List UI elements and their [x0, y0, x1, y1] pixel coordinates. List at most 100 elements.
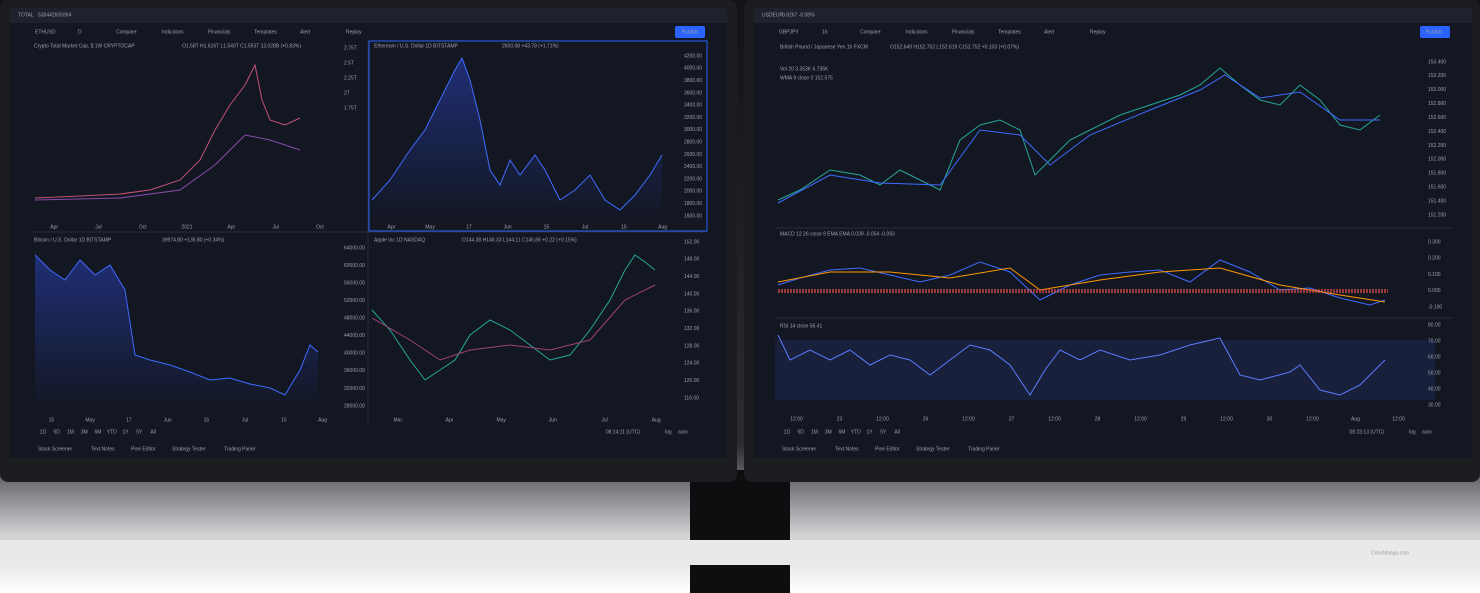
- bottom-tab[interactable]: Stock Screener: [38, 446, 73, 452]
- publish-label[interactable]: Publish: [682, 29, 699, 35]
- bottom-tab[interactable]: Trading Panel: [224, 446, 255, 452]
- macd-label: MACD 12 26 close 9 EMA EMA 0.039 -0.054 …: [780, 231, 895, 237]
- y-axis-label: 3000.00: [684, 127, 702, 133]
- x-axis-label: 27: [1009, 416, 1015, 422]
- toolbar-item[interactable]: Indicators: [906, 29, 928, 35]
- bottom-tab[interactable]: Trading Panel: [968, 446, 999, 452]
- toolbar-item[interactable]: Templates: [998, 29, 1021, 35]
- range[interactable]: 5Y: [136, 429, 143, 435]
- x-axis-label: Apr: [446, 417, 454, 423]
- y-axis-label: 2.5T: [344, 60, 354, 66]
- auto[interactable]: auto: [678, 429, 688, 435]
- bottom-tab[interactable]: Pine Editor: [131, 446, 156, 452]
- x-axis-label: 17: [126, 417, 132, 423]
- toolbar-item[interactable]: Compare: [116, 29, 137, 35]
- chart-title: British Pound / Japanese Yen 1h FXCM: [780, 44, 868, 50]
- range[interactable]: All: [894, 429, 900, 435]
- symbol[interactable]: ETHUSD: [35, 29, 56, 35]
- auto[interactable]: auto: [1422, 429, 1432, 435]
- chart-title: Apple Inc 1D NASDAQ: [374, 237, 425, 243]
- y-axis-label: 144.00: [684, 274, 700, 280]
- x-axis-label: 28: [1095, 416, 1101, 422]
- y-axis-label: 4000.00: [684, 66, 702, 72]
- interval[interactable]: D: [78, 29, 82, 35]
- range[interactable]: 1Y: [122, 429, 129, 435]
- x-axis-label: Aug: [652, 417, 661, 423]
- y-axis-label: 128.00: [684, 343, 700, 349]
- y-axis-label: 3600.00: [684, 90, 702, 96]
- bottom-tab[interactable]: Stock Screener: [782, 446, 817, 452]
- range[interactable]: 5Y: [880, 429, 887, 435]
- area: [35, 255, 318, 410]
- x-axis-label: 12:00: [876, 416, 889, 422]
- publish-button[interactable]: [1420, 26, 1450, 38]
- range[interactable]: All: [150, 429, 156, 435]
- x-axis-label: Aug: [1351, 416, 1360, 422]
- bottom-tab[interactable]: Text Notes: [835, 446, 859, 452]
- toolbar-item[interactable]: Alert: [1044, 29, 1055, 35]
- range[interactable]: 1M: [67, 429, 74, 435]
- x-axis-label: 29: [1181, 416, 1187, 422]
- chart-title: Bitcoin / U.S. Dollar 1D BITSTAMP: [34, 237, 112, 243]
- toolbar-item[interactable]: Indicators: [162, 29, 184, 35]
- x-axis-label: May: [496, 417, 506, 423]
- ribbon: [34, 134, 301, 201]
- publish-label[interactable]: Publish: [1426, 29, 1443, 35]
- x-axis-label: Aug: [658, 224, 667, 230]
- range[interactable]: 6M: [839, 429, 846, 435]
- desk-strip: [0, 540, 1480, 565]
- y-axis-label: 2800.00: [684, 139, 702, 145]
- toolbar-item[interactable]: Financials: [952, 29, 975, 35]
- range[interactable]: 6M: [95, 429, 102, 435]
- tab-bar: [754, 8, 1472, 23]
- range[interactable]: 1Y: [866, 429, 873, 435]
- range[interactable]: 1D: [40, 429, 47, 435]
- bottom-tab[interactable]: Text Notes: [91, 446, 115, 452]
- y-axis-label: 32000.00: [344, 386, 365, 392]
- price-line: [34, 254, 319, 396]
- toolbar-item[interactable]: Replay: [1090, 29, 1106, 35]
- range[interactable]: YTD: [107, 429, 117, 435]
- range[interactable]: 1D: [784, 429, 791, 435]
- toolbar-item[interactable]: Financials: [208, 29, 231, 35]
- y-axis-label: 3400.00: [684, 103, 702, 109]
- x-axis-label: 12:00: [1134, 416, 1147, 422]
- x-axis-label: 15: [204, 417, 210, 423]
- y-axis-label: 124.00: [684, 361, 700, 367]
- y-axis-label: 1800.00: [684, 201, 702, 207]
- y-axis-label: 2T: [344, 90, 350, 96]
- range[interactable]: 1M: [811, 429, 818, 435]
- y-axis-label: 0.200: [1428, 256, 1441, 262]
- log[interactable]: log: [1409, 429, 1416, 435]
- x-axis-label: Jul: [582, 224, 588, 230]
- bottom-tab[interactable]: Strategy Tester: [916, 446, 950, 452]
- y-axis-label: 136.00: [684, 309, 700, 315]
- x-axis-label: Jun: [504, 224, 512, 230]
- ohlc: O1.58T H1.616T L1.549T C1.593T 13.028B (…: [182, 43, 301, 49]
- x-axis-label: Apr: [387, 224, 395, 230]
- interval[interactable]: 1h: [822, 29, 828, 35]
- y-axis-label: 2200.00: [684, 176, 702, 182]
- symbol[interactable]: GBPJPY: [779, 29, 799, 35]
- y-axis-label: 80.00: [1428, 322, 1441, 328]
- toolbar-item[interactable]: Templates: [254, 29, 277, 35]
- range[interactable]: 3M: [81, 429, 88, 435]
- log[interactable]: log: [665, 429, 672, 435]
- range[interactable]: 3M: [825, 429, 832, 435]
- bottom-tab[interactable]: Strategy Tester: [172, 446, 206, 452]
- range[interactable]: 5D: [53, 429, 60, 435]
- toolbar-item[interactable]: Replay: [346, 29, 362, 35]
- volume-label: Vol 20 3.353K 6.735K: [780, 66, 829, 72]
- wma-line: [777, 74, 1380, 204]
- bottom-tab[interactable]: Pine Editor: [875, 446, 900, 452]
- toolbar-item[interactable]: Alert: [300, 29, 311, 35]
- x-axis-label: 12:00: [1306, 416, 1319, 422]
- publish-button[interactable]: [675, 26, 705, 38]
- range[interactable]: YTD: [851, 429, 861, 435]
- y-axis-label: 151.400: [1428, 198, 1446, 204]
- toolbar-item[interactable]: Compare: [860, 29, 881, 35]
- tab-bar: [10, 8, 727, 23]
- x-axis-label: Apr: [50, 224, 58, 230]
- range[interactable]: 5D: [797, 429, 804, 435]
